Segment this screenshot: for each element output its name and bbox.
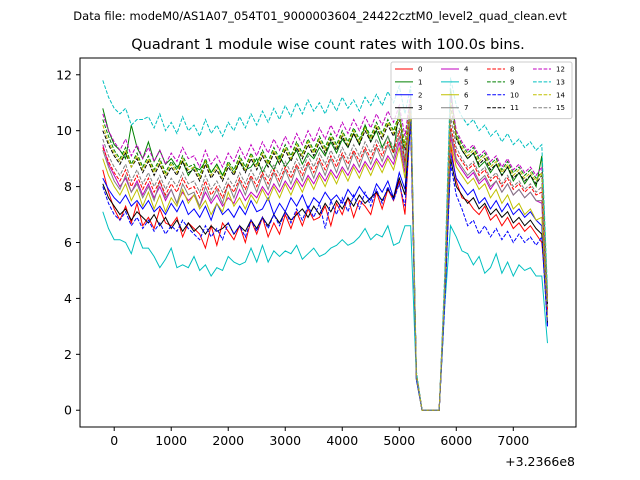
series-line-8 bbox=[102, 102, 548, 411]
series-line-10 bbox=[102, 122, 548, 411]
series-line-9 bbox=[102, 97, 548, 411]
y-tick-label: 2 bbox=[64, 347, 72, 362]
y-axis: 0 2 4 6 8 10 12 bbox=[56, 67, 80, 418]
series-line-0 bbox=[102, 116, 548, 411]
legend-label-7: 7 bbox=[464, 104, 468, 112]
legend-label-10: 10 bbox=[510, 91, 519, 99]
legend-label-14: 14 bbox=[556, 91, 565, 99]
legend-label-5: 5 bbox=[464, 78, 468, 86]
x-tick-label: 1000 bbox=[155, 433, 187, 448]
x-tick-label: 3000 bbox=[269, 433, 301, 448]
legend-label-12: 12 bbox=[556, 66, 565, 74]
series-line-5 bbox=[102, 211, 548, 411]
series-line-15 bbox=[102, 102, 548, 411]
legend-label-0: 0 bbox=[418, 66, 422, 74]
x-axis: 0 1000 2000 3000 4000 5000 6000 7000 bbox=[110, 427, 529, 448]
legend-label-1: 1 bbox=[418, 78, 422, 86]
x-tick-label: 2000 bbox=[212, 433, 244, 448]
series-line-6 bbox=[102, 111, 548, 411]
series-line-11 bbox=[102, 99, 548, 411]
series-line-2 bbox=[102, 113, 548, 411]
x-tick-label: 4000 bbox=[326, 433, 358, 448]
series-line-14 bbox=[102, 99, 548, 411]
chart-title: Quadrant 1 module wise count rates with … bbox=[131, 37, 525, 53]
x-offset-label: +3.2366e8 bbox=[505, 454, 575, 469]
y-tick-label: 8 bbox=[64, 179, 72, 194]
legend-label-6: 6 bbox=[464, 91, 469, 99]
x-tick-label: 7000 bbox=[497, 433, 529, 448]
legend-label-15: 15 bbox=[556, 104, 565, 112]
series-line-7 bbox=[102, 105, 548, 411]
legend-label-13: 13 bbox=[556, 78, 565, 86]
legend-label-2: 2 bbox=[418, 91, 422, 99]
x-tick-label: 0 bbox=[110, 433, 118, 448]
x-tick-label: 6000 bbox=[440, 433, 472, 448]
series-layer bbox=[102, 77, 548, 411]
y-tick-label: 12 bbox=[56, 67, 72, 82]
y-tick-label: 6 bbox=[64, 235, 72, 250]
y-tick-label: 0 bbox=[64, 403, 72, 418]
legend-label-8: 8 bbox=[510, 66, 514, 74]
legend-label-4: 4 bbox=[464, 66, 469, 74]
legend-label-11: 11 bbox=[510, 104, 519, 112]
series-line-12 bbox=[102, 94, 548, 411]
series-line-13 bbox=[102, 77, 548, 411]
figure-suptitle: Data file: modeM0/AS1A07_054T01_90000036… bbox=[73, 9, 567, 23]
series-line-3 bbox=[102, 119, 548, 411]
legend-label-3: 3 bbox=[418, 104, 422, 112]
y-tick-label: 4 bbox=[64, 291, 72, 306]
legend-label-9: 9 bbox=[510, 78, 514, 86]
x-tick-label: 5000 bbox=[383, 433, 415, 448]
legend-box bbox=[390, 61, 573, 120]
y-tick-label: 10 bbox=[56, 123, 72, 138]
